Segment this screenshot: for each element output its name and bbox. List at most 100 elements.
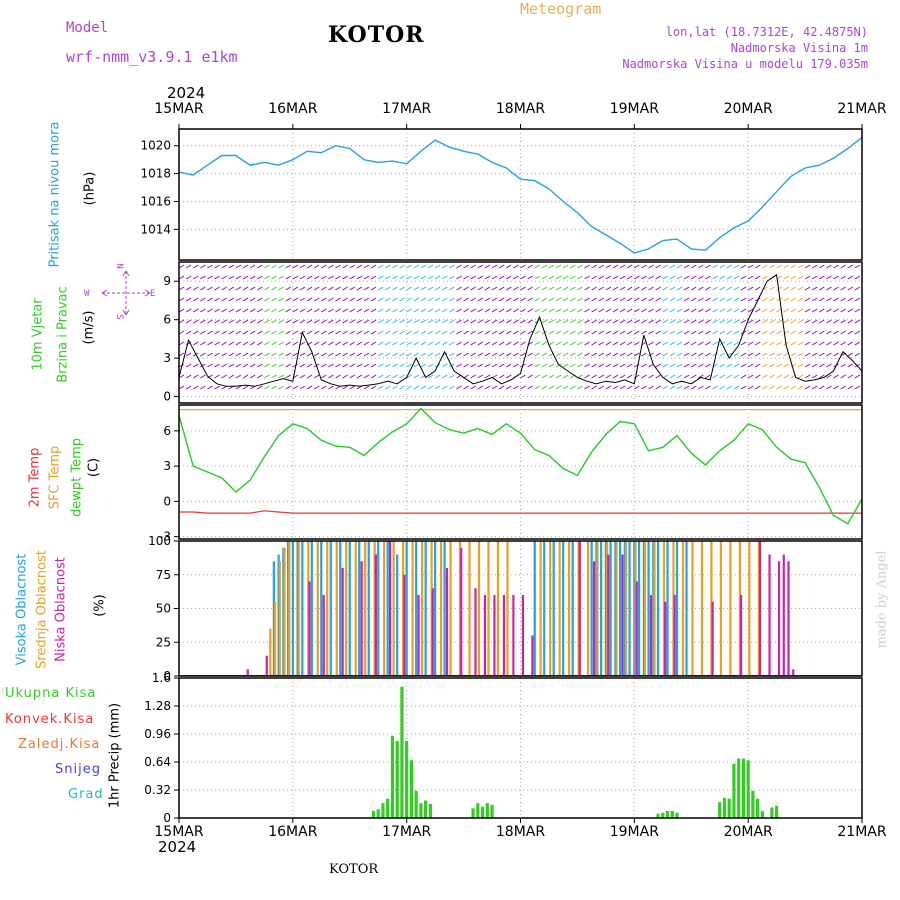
wind-barb-63 — [214, 297, 220, 302]
wind-barb-930 — [726, 330, 733, 335]
wind-barb-828 — [669, 264, 676, 269]
wind-barb-570 — [513, 330, 519, 335]
wind-barb-1049 — [797, 319, 804, 324]
wind-barb-82 — [221, 374, 227, 379]
wind-barb-995 — [762, 385, 768, 390]
wind-barb-898 — [705, 374, 711, 379]
wind-barb-592 — [527, 308, 533, 313]
wind-barb-596 — [527, 352, 533, 357]
wind-barb-652 — [562, 308, 569, 313]
wind-barb-51 — [207, 297, 213, 302]
wind-barb-589 — [527, 275, 533, 280]
wind-barb-800 — [648, 352, 654, 357]
wind-barb-546 — [498, 330, 505, 335]
wind-barb-206 — [299, 286, 306, 291]
cloud-label-low: Niska Oblacnost — [53, 557, 69, 662]
wind-barb-375 — [399, 297, 405, 302]
wind-barb-1054 — [797, 374, 804, 379]
cloud-label-high: Visoka Oblacnost — [14, 553, 30, 666]
wind-barb-624 — [548, 264, 555, 269]
wind-barb-990 — [762, 330, 768, 335]
wind-barb-15 — [185, 297, 192, 302]
wind-barb-4 — [178, 308, 185, 313]
precip-legend-conv: Konvek.Kisa — [5, 712, 95, 727]
wind-barb-248 — [321, 352, 327, 357]
ytick-label-1-0: 0 — [163, 390, 171, 404]
wind-barb-29 — [192, 319, 199, 324]
wind-barb-899 — [705, 385, 711, 390]
wind-barb-717 — [598, 363, 605, 368]
wind-barb-752 — [619, 352, 626, 357]
xtick-label-top-2: 17MAR — [382, 101, 431, 117]
wind-barb-687 — [584, 297, 590, 302]
wind-barb-255 — [328, 297, 334, 302]
precip-bar-31 — [756, 798, 760, 818]
wind-barb-883 — [698, 341, 704, 346]
wind-barb-889 — [705, 275, 711, 280]
wind-barb-1078 — [811, 374, 818, 379]
precip-legend-total: Ukupna Kisa — [5, 686, 97, 701]
wind-barb-273 — [335, 363, 341, 368]
wind-barb-675 — [577, 297, 583, 302]
wind-barb-1102 — [826, 374, 832, 379]
wind-barb-1030 — [783, 374, 789, 379]
wind-barb-981 — [755, 363, 761, 368]
model-elevation-label: Nadmorska Visina u modelu 179.035m — [622, 57, 868, 71]
wind-barb-218 — [306, 286, 313, 291]
wind-barb-6 — [178, 330, 185, 335]
wind-barb-721 — [605, 275, 612, 280]
wind-barb-25 — [192, 275, 199, 280]
wind-barb-512 — [477, 352, 484, 357]
precip-bar-22 — [675, 812, 679, 818]
wind-barb-1017 — [776, 363, 782, 368]
wind-barb-119 — [242, 385, 249, 390]
wind-barb-1062 — [804, 330, 811, 335]
wind-barb-1109 — [833, 319, 839, 324]
wind-barb-264 — [335, 264, 341, 269]
wind-barb-722 — [605, 286, 612, 291]
wind-barb-221 — [306, 319, 313, 324]
wind-barb-227 — [306, 385, 313, 390]
wind-barb-545 — [498, 319, 505, 324]
precip-bar-18 — [656, 813, 660, 818]
wind-barb-357 — [385, 363, 391, 368]
wind-barb-249 — [321, 363, 327, 368]
wind-barb-76 — [221, 308, 227, 313]
wind-barb-631 — [548, 341, 555, 346]
wind-barb-935 — [726, 385, 733, 390]
wind-barb-177 — [278, 363, 284, 368]
wind-barb-855 — [683, 297, 690, 302]
wind-barb-1073 — [811, 319, 818, 324]
wind-barb-276 — [342, 264, 348, 269]
wind-barb-1094 — [826, 286, 832, 291]
wind-barb-500 — [470, 352, 476, 357]
wind-barb-921 — [719, 363, 725, 368]
xtick-label-top-6: 21MAR — [837, 101, 886, 117]
wind-barb-759 — [626, 297, 633, 302]
wind-barb-875 — [690, 385, 697, 390]
wind-barb-623 — [541, 385, 548, 390]
wind-barb-1151 — [854, 385, 861, 390]
wind-barb-651 — [562, 297, 569, 302]
wind-barb-643 — [555, 341, 562, 346]
wind-barb-798 — [648, 330, 654, 335]
wind-barb-72 — [221, 264, 227, 269]
wind-barb-475 — [456, 341, 462, 346]
wind-barb-178 — [278, 374, 284, 379]
wind-barb-1137 — [847, 363, 854, 368]
wind-barb-14 — [185, 286, 192, 291]
wind-barb-133 — [257, 275, 263, 280]
wind-barb-763 — [626, 341, 633, 346]
wind-barb-1135 — [847, 341, 854, 346]
wind-barb-551 — [498, 385, 505, 390]
wind-barb-292 — [349, 308, 356, 313]
wind-barb-406 — [413, 374, 420, 379]
wind-barb-49 — [207, 275, 213, 280]
wind-barb-114 — [242, 330, 249, 335]
wind-barb-745 — [619, 275, 626, 280]
precip-bar-30 — [751, 790, 755, 818]
wind-barb-293 — [349, 319, 356, 324]
wind-barb-724 — [605, 308, 612, 313]
wind-barb-890 — [705, 286, 711, 291]
wind-barb-996 — [769, 264, 775, 269]
